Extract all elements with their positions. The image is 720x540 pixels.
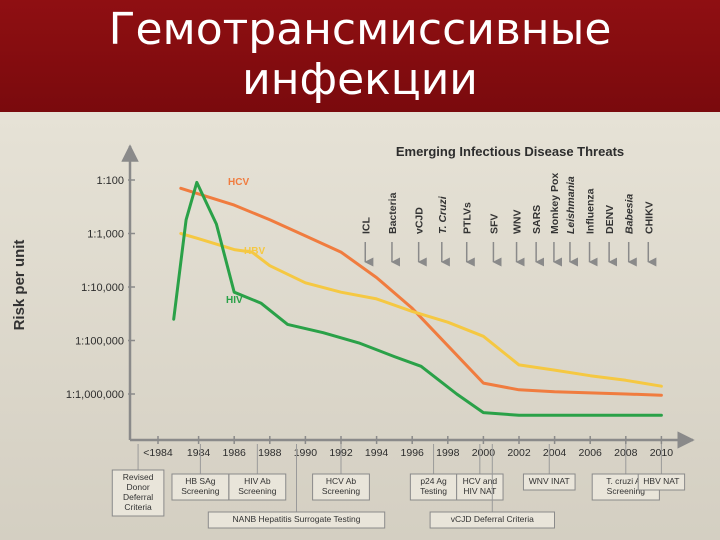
annotation-text: HBV NAT bbox=[643, 476, 679, 486]
annotation-box bbox=[171, 473, 230, 501]
y-tick-label: 1:100 bbox=[96, 175, 124, 187]
annotation-text: HB SAg bbox=[185, 476, 216, 486]
annotation-box bbox=[637, 473, 686, 491]
annotation-text: Screening bbox=[238, 486, 277, 496]
annotation-box bbox=[456, 473, 504, 501]
x-tick-label: <1984 bbox=[143, 447, 173, 459]
annotation-box bbox=[207, 511, 386, 529]
annotation-box bbox=[429, 511, 556, 529]
annotation-box bbox=[111, 469, 165, 517]
threat-label: SARS bbox=[531, 205, 543, 234]
threat-label: PTLVs bbox=[462, 202, 474, 234]
slide-title-line-2: инфекции bbox=[242, 54, 478, 105]
annotation-text: HCV Ab bbox=[326, 476, 357, 486]
annotation-text: HIV Ab bbox=[244, 476, 271, 486]
series-line-hbv bbox=[179, 232, 663, 388]
y-tick-label: 1:10,000 bbox=[81, 282, 124, 294]
threat-label: DENV bbox=[604, 205, 616, 234]
threat-labels: ICL Bacteria vCJD T. Cruzi PTLVs SFV WNV SARS Mo… bbox=[360, 173, 657, 267]
y-tick-labels: 1:100 1:1,000 1:10,000 1:100,000 1:1,000,000 bbox=[66, 175, 135, 401]
y-axis-label: Risk per unit bbox=[11, 240, 28, 331]
threat-label: Leishmania bbox=[565, 176, 577, 234]
y-tick-label: 1:100,000 bbox=[75, 336, 124, 348]
y-tick-label: 1:1,000 bbox=[87, 229, 124, 241]
annotation-text: Revised bbox=[123, 472, 154, 482]
threat-label: WNV bbox=[512, 210, 524, 235]
x-tick-label: 1994 bbox=[365, 447, 389, 459]
x-tick-label: 1996 bbox=[401, 447, 425, 459]
annotation-text: vCJD Deferral Criteria bbox=[451, 514, 534, 524]
series-label-hcv: HCV bbox=[228, 177, 249, 188]
annotation-box bbox=[228, 473, 287, 501]
chart-panel bbox=[0, 112, 720, 540]
annotation-box bbox=[312, 473, 370, 501]
annotation-box bbox=[522, 473, 576, 491]
series-lines bbox=[172, 180, 663, 417]
y-tick-label: 1:1,000,000 bbox=[66, 389, 124, 401]
annotation-text: Testing bbox=[420, 486, 447, 496]
x-tick-label: 1984 bbox=[187, 447, 211, 459]
threat-label: SFV bbox=[488, 214, 500, 234]
chart-title: Emerging Infectious Disease Threats bbox=[396, 144, 624, 159]
threat-label: Influenza bbox=[585, 188, 597, 234]
threat-label: Bacteria bbox=[387, 192, 399, 234]
annotation-box bbox=[409, 473, 458, 501]
annotation-text: p24 Ag bbox=[420, 476, 447, 486]
annotation-text: Screening bbox=[607, 486, 646, 496]
x-tick-label: 2006 bbox=[579, 447, 603, 459]
series-label-hbv: HBV bbox=[244, 246, 265, 257]
series-label-hiv: HIV bbox=[226, 295, 243, 306]
annotation-text: HIV NAT bbox=[463, 486, 496, 496]
threat-label: Monkey Pox bbox=[549, 173, 561, 234]
slide-title-line-1: Гемотрансмиссивные bbox=[108, 4, 612, 55]
annotation-text: WNV INAT bbox=[529, 476, 570, 486]
x-tick-label: 1998 bbox=[436, 447, 460, 459]
x-tick-label: 1986 bbox=[223, 447, 247, 459]
threat-label: CHIKV bbox=[643, 201, 655, 234]
annotation-text: Donor bbox=[127, 482, 150, 492]
threat-label: T. Cruzi bbox=[437, 195, 449, 234]
annotation-text: Deferral bbox=[123, 492, 153, 502]
threat-label: Babesia bbox=[624, 194, 636, 234]
annotation-text: HCV and bbox=[463, 476, 498, 486]
x-tick-label: 2000 bbox=[472, 447, 496, 459]
annotation-text: NANB Hepatitis Surrogate Testing bbox=[233, 514, 361, 524]
annotation-text: T. cruzi Ab bbox=[606, 476, 645, 486]
x-tick-labels: <1984 1984 1986 1988 1990 1992 1994 1996 1998 200… bbox=[143, 436, 673, 459]
x-tick-label: 2002 bbox=[507, 447, 531, 459]
series-line-hiv bbox=[172, 180, 663, 417]
threat-label: ICL bbox=[360, 217, 372, 235]
x-tick-label: 2004 bbox=[543, 447, 567, 459]
threat-label: vCJD bbox=[414, 207, 426, 234]
series-labels: HCV HBV HIV bbox=[226, 177, 265, 306]
series-line-hcv bbox=[179, 186, 663, 397]
annotation-text: Screening bbox=[181, 486, 220, 496]
annotation-text: Screening bbox=[322, 486, 361, 496]
x-tick-label: 1988 bbox=[258, 447, 282, 459]
annotation-text: Criteria bbox=[124, 502, 152, 512]
x-tick-label: 1990 bbox=[294, 447, 318, 459]
slide-header: Гемотрансмиссивные инфекции bbox=[0, 0, 720, 112]
